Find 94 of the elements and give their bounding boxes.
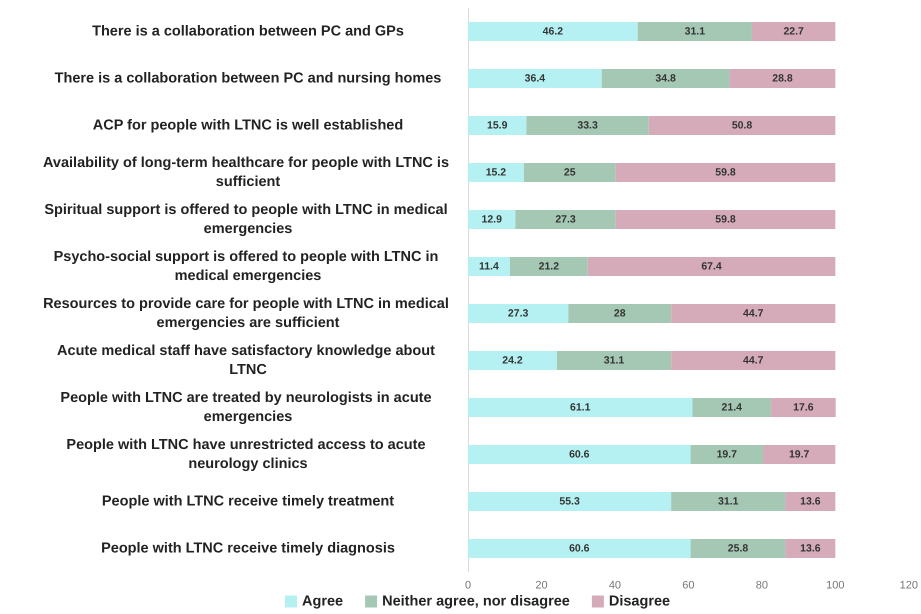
x-tick-label: 40 [608,580,622,592]
bar [671,492,786,511]
data-label: 19.7 [716,448,738,460]
legend-label: Agree [302,594,344,610]
bar [468,163,524,182]
bar [468,116,526,135]
bar [730,69,836,88]
data-label: 15.2 [486,166,506,178]
data-label: 17.6 [793,402,814,414]
x-tick-label: 60 [682,580,695,592]
data-label: 19.7 [788,448,810,460]
data-label: 50.8 [732,120,752,132]
data-label: 27.3 [555,214,576,226]
data-label: 21.2 [538,260,560,272]
data-label: 61.1 [570,402,591,414]
data-label: 44.7 [743,354,764,366]
x-tick-label: 80 [756,580,768,592]
bar [526,116,649,135]
bar [468,539,691,558]
bar [785,492,836,511]
data-label: 31.1 [684,26,706,38]
bar [468,22,638,41]
y-tick-label: Resources to provide care for people with LTNC in medical emergencies are sufficient [43,296,453,331]
data-label: 60.6 [569,542,590,554]
data-label: 13.6 [800,542,821,554]
bar [692,398,772,417]
data-label: 25 [564,166,576,178]
bar [556,351,672,370]
data-label: 46.2 [542,26,564,38]
bar [468,257,510,276]
bar [568,304,672,323]
bar [588,257,836,276]
bar [616,210,836,229]
y-tick-label: There is a collaboration between PC and nursing homes [54,70,442,86]
bar [648,116,836,135]
data-label: 21.4 [722,402,742,414]
data-label: 22.7 [783,26,804,38]
data-label: 60.6 [569,448,590,460]
legend-label: Neither agree, nor disagree [382,594,570,610]
bar [638,22,752,41]
bar [690,445,763,464]
bar [690,539,786,558]
x-tick-label: 20 [535,580,548,592]
data-label: 59.8 [715,214,736,226]
bar [468,398,692,417]
y-tick-label: People with LTNC receive timely treatment [102,494,394,510]
bar [785,539,836,558]
bar [468,69,602,88]
x-tick-label: 120 [900,580,918,592]
data-label: 33.3 [577,120,598,132]
bar [752,22,836,41]
bar [762,445,836,464]
bar [602,69,730,88]
x-tick-label: 0 [464,580,472,592]
bar [468,492,672,511]
data-label: 36.4 [524,72,546,84]
bar [671,304,836,323]
y-tick-label: There is a collaboration between PC and GPs [92,24,404,40]
y-tick-label: People with LTNC receive timely diagnosis [101,540,395,556]
bar [671,351,836,370]
bar [468,351,557,370]
data-label: 27.3 [508,308,529,320]
data-label: 34.8 [655,72,676,84]
data-label: 13.6 [800,496,821,508]
data-label: 31.1 [604,354,624,366]
bar [468,304,568,323]
data-label: 11.4 [479,260,500,272]
bar [468,445,691,464]
bar [468,210,516,229]
y-tick-label: People with LTNC are treated by neurologists in acute emergencies [60,390,436,425]
data-label: 44.7 [743,308,764,320]
bar [515,210,616,229]
bar [524,163,616,182]
y-tick-label: People with LTNC have unrestricted access to acute neurology clinics [66,437,430,472]
data-label: 25.8 [728,542,748,554]
y-tick-label: Acute medical staff have satisfactory knowledge about LTNC [57,343,439,378]
data-label: 67.4 [701,260,722,272]
data-label: 15.9 [486,120,508,132]
y-tick-label: ACP for people with LTNC is well established [92,118,404,134]
y-tick-label: Spiritual support is offered to people with LTNC in medical emergencies [44,202,452,237]
data-label: 59.8 [715,166,736,178]
x-tick-label: 100 [826,580,845,592]
data-label: 31.1 [718,496,739,508]
data-label: 55.3 [559,496,580,508]
data-label: 28.8 [772,72,793,84]
y-tick-label: Availability of long-term healthcare for people with LTNC is sufficient [42,155,454,190]
data-label: 28 [614,308,626,320]
bar [616,163,836,182]
bar [771,398,836,417]
y-tick-label: Psycho-social support is offered to people with LTNC in medical emergencies [54,249,442,284]
data-label: 12.9 [481,214,502,226]
legend-label: Disagree [608,594,670,610]
data-label: 24.2 [502,354,523,366]
bar [510,257,588,276]
